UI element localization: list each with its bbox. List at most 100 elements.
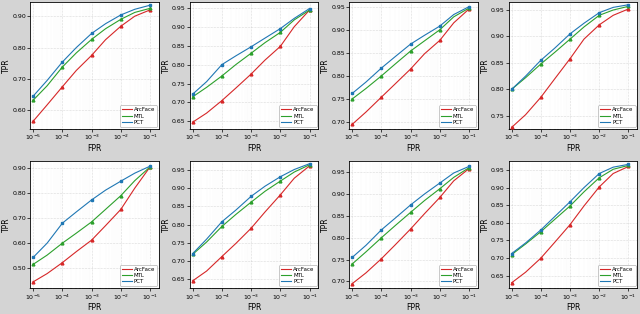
ArcFace [59,85,67,89]
MTL [595,14,603,17]
Line: ArcFace: ArcFace [33,10,150,121]
PCT [72,46,80,49]
PCT [551,215,559,219]
Legend: ArcFace, MTL, PCT: ArcFace, MTL, PCT [120,106,157,127]
PCT [362,80,370,84]
PCT [276,27,284,30]
PCT [392,216,399,220]
PCT [218,220,226,224]
PCT [291,168,298,171]
ArcFace [88,238,95,242]
MTL [566,37,574,41]
ArcFace [247,226,255,230]
MTL [189,95,196,99]
ArcFace [261,210,269,214]
MTL [218,74,226,78]
Text: (d) ROC (White Male): (d) ROC (White Male) [536,167,610,174]
ArcFace [595,185,603,189]
Legend: ArcFace, MTL, PCT: ArcFace, MTL, PCT [598,265,636,286]
MTL [29,263,37,266]
ArcFace [362,110,370,114]
ArcFace [146,165,154,169]
Line: PCT: PCT [511,5,628,89]
ArcFace [566,57,574,61]
ArcFace [59,261,67,264]
MTL [276,30,284,34]
PCT [580,186,588,189]
Y-axis label: TPR: TPR [481,217,490,232]
MTL [203,85,211,89]
PCT [306,7,314,10]
ArcFace [146,8,154,12]
MTL [348,97,356,101]
ArcFace [407,227,415,231]
Legend: ArcFace, MTL, PCT: ArcFace, MTL, PCT [120,265,157,286]
PCT [261,184,269,188]
PCT [203,80,211,84]
MTL [306,163,314,167]
PCT [29,94,37,98]
MTL [595,176,603,180]
PCT [146,3,154,7]
PCT [276,175,284,179]
MTL [102,27,109,30]
PCT [131,171,139,175]
PCT [609,5,617,9]
Line: ArcFace: ArcFace [193,166,310,281]
MTL [232,63,239,67]
PCT [392,55,399,58]
Legend: ArcFace, MTL, PCT: ArcFace, MTL, PCT [279,106,317,127]
Line: MTL: MTL [352,168,469,264]
MTL [247,51,255,55]
PCT [247,194,255,198]
MTL [420,199,428,203]
MTL [580,25,588,29]
MTL [508,87,515,91]
ArcFace [625,7,632,11]
ArcFace [218,255,226,258]
MTL [306,8,314,12]
MTL [218,225,226,228]
PCT [508,87,515,91]
MTL [72,51,80,55]
Line: MTL: MTL [33,8,150,100]
PCT [72,210,80,214]
PCT [465,165,473,168]
ArcFace [436,196,444,199]
ArcFace [276,193,284,197]
ArcFace [189,120,196,124]
PCT [232,208,239,212]
PCT [566,32,574,36]
PCT [522,74,529,78]
Line: PCT: PCT [352,166,469,257]
X-axis label: FPR: FPR [566,303,580,312]
ArcFace [306,8,314,12]
PCT [625,3,632,7]
MTL [407,210,415,214]
PCT [102,22,109,25]
ArcFace [378,95,385,99]
Line: MTL: MTL [352,8,469,99]
MTL [88,220,95,224]
MTL [232,213,239,216]
X-axis label: FPR: FPR [247,303,261,312]
MTL [378,236,385,240]
PCT [88,198,95,202]
ArcFace [102,38,109,41]
MTL [436,28,444,32]
PCT [189,252,196,256]
MTL [44,253,51,257]
ArcFace [537,95,545,99]
PCT [232,54,239,58]
MTL [88,37,95,41]
ArcFace [348,282,356,285]
ArcFace [232,86,239,90]
PCT [595,172,603,176]
MTL [72,231,80,235]
MTL [203,240,211,244]
ArcFace [218,99,226,102]
MTL [247,200,255,204]
ArcFace [508,281,515,285]
MTL [291,170,298,174]
ArcFace [625,165,632,168]
